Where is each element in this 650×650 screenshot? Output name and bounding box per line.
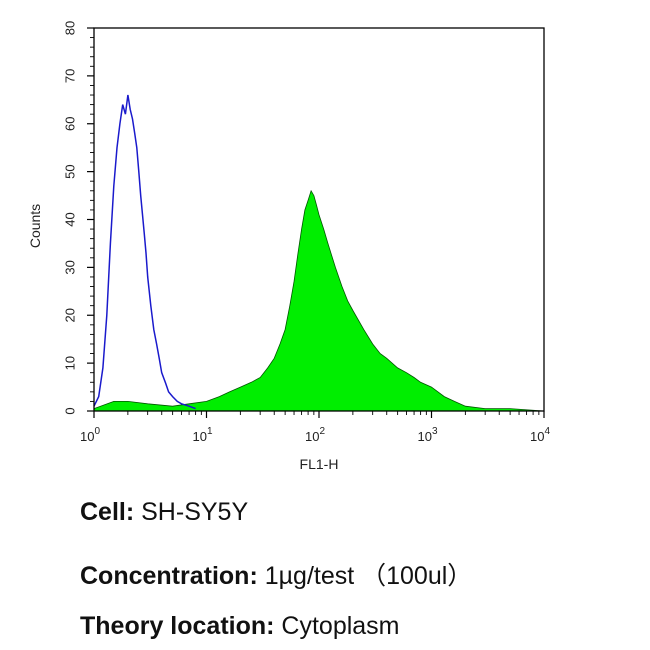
series-1-filled-histogram	[93, 189, 545, 412]
y-tick-label-2: 20	[63, 308, 78, 322]
x-axis-ticks: 100 101 102 103 104	[80, 411, 550, 444]
caption-theory-location: Theory location: Cytoplasm	[80, 612, 400, 641]
y-tick-label-7: 70	[63, 69, 78, 83]
y-tick-label-5: 50	[63, 164, 78, 178]
caption-concentration-key: Concentration:	[80, 562, 258, 590]
y-axis-ticks: 0 10 20 30 40 50 60 70 80	[63, 21, 94, 415]
x-tick-label-2: 102	[305, 426, 325, 444]
caption-cell: Cell: SH-SY5Y	[80, 498, 248, 527]
x-tick-label-3: 103	[417, 426, 437, 444]
caption-theory-location-value: Cytoplasm	[274, 612, 400, 640]
y-axis-title: Counts	[27, 204, 43, 248]
caption-concentration: Concentration: 1µg/test （100ul）	[80, 556, 472, 592]
caption-cell-value: SH-SY5Y	[134, 498, 249, 526]
x-tick-label-4: 104	[530, 426, 550, 444]
y-tick-label-6: 60	[63, 117, 78, 131]
y-tick-label-1: 10	[63, 356, 78, 370]
caption-theory-location-key: Theory location:	[80, 612, 275, 640]
x-axis-title: FL1-H	[300, 456, 339, 472]
x-tick-label-1: 101	[192, 426, 212, 444]
y-tick-label-8: 80	[63, 21, 78, 35]
caption-cell-key: Cell:	[80, 498, 135, 526]
plot-area	[93, 94, 545, 412]
x-tick-label-0: 100	[80, 426, 100, 444]
series-0-outline-histogram	[93, 94, 196, 410]
caption-concentration-value: 1µg/test （100ul）	[257, 562, 473, 590]
y-tick-label-4: 40	[63, 212, 78, 226]
y-tick-label-3: 30	[63, 260, 78, 274]
y-tick-label-0: 0	[63, 407, 78, 414]
